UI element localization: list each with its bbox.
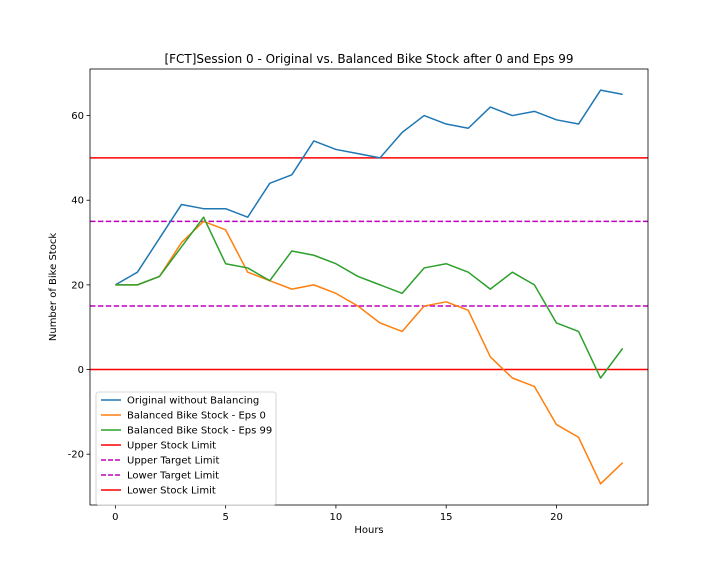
y-axis-label: Number of Bike Stock <box>48 233 59 341</box>
legend-entry-balanced-bike-stock-eps-99: Balanced Bike Stock - Eps 99 <box>127 426 272 437</box>
legend-entry-lower-stock-limit: Lower Stock Limit <box>127 486 216 497</box>
plot-area: 0 5 10 15 20 -20 0 20 40 60 <box>68 68 649 523</box>
legend-entry-balanced-bike-stock-eps-0: Balanced Bike Stock - Eps 0 <box>127 411 266 422</box>
series-line-balanced-bike-stock-eps-0 <box>115 220 624 485</box>
plot-frame <box>89 68 649 506</box>
legend-entry-original-without-balancing: Original without Balancing <box>127 396 259 407</box>
x-tick-label: 20 <box>550 512 563 523</box>
legend: Original without Balancing Balanced Bike … <box>95 391 277 506</box>
y-tick-label: 0 <box>78 365 84 376</box>
legend-entry-upper-target-limit: Upper Target Limit <box>127 456 219 467</box>
y-tick-label: 20 <box>71 280 84 291</box>
reference-lines <box>90 157 648 371</box>
y-tick-label: -20 <box>68 450 84 461</box>
series-line-balanced-bike-stock-eps-99 <box>115 216 624 379</box>
legend-entry-lower-target-limit: Lower Target Limit <box>127 471 219 482</box>
chart-title: [FCT]Session 0 - Original vs. Balanced B… <box>164 52 573 66</box>
series-lines <box>114 89 624 485</box>
y-tick-label: 40 <box>71 196 84 207</box>
x-tick-label: 15 <box>440 512 453 523</box>
x-tick-label: 5 <box>222 512 228 523</box>
legend-box <box>95 391 277 506</box>
legend-entry-upper-stock-limit: Upper Stock Limit <box>127 441 216 452</box>
y-tick-label: 60 <box>71 111 84 122</box>
x-tick-label: 10 <box>330 512 343 523</box>
series-line-original-without-balancing <box>114 89 623 286</box>
x-axis-label: Hours <box>354 525 383 536</box>
x-tick-label: 0 <box>112 512 118 523</box>
